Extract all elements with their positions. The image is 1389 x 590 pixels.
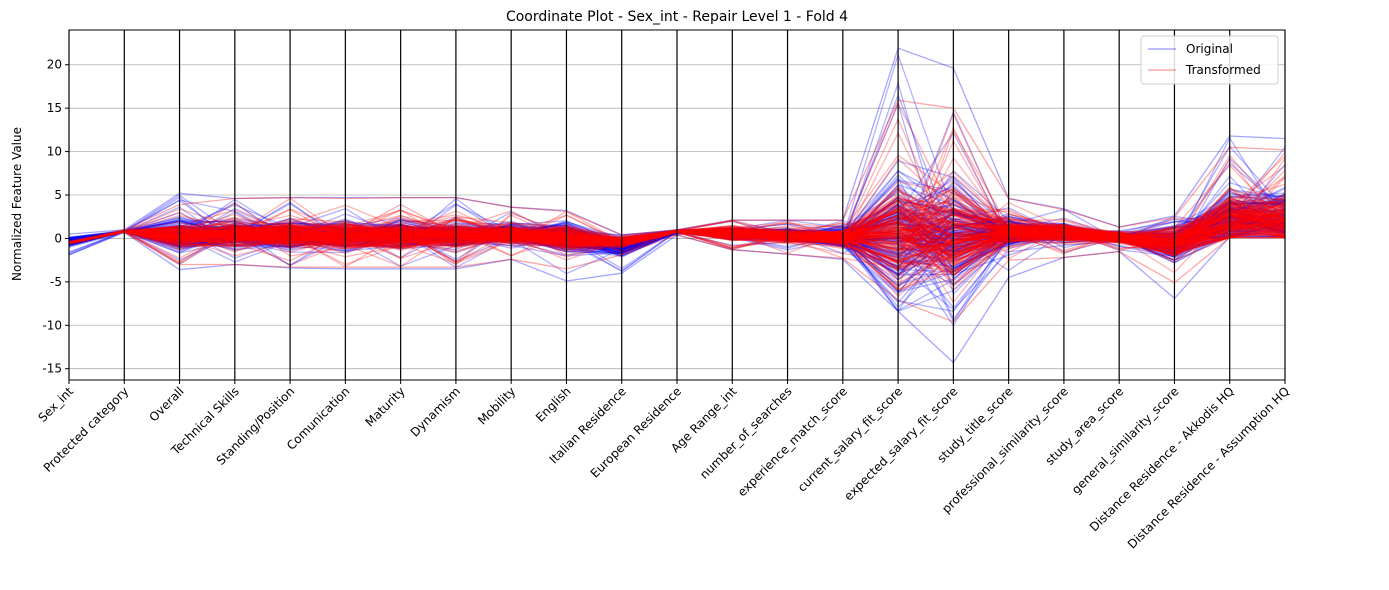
x-tick-label: Dynamism — [408, 384, 463, 439]
chart-title: Coordinate Plot - Sex_int - Repair Level… — [506, 9, 848, 25]
feature-axes — [68, 30, 1286, 380]
x-tick-label: European Residence — [588, 384, 684, 480]
y-tick-label: -10 — [42, 318, 62, 332]
x-tick-label: Mobility — [475, 384, 518, 427]
x-tick-label: current_salary_fit_score — [795, 384, 905, 494]
x-tick-label: general_similarity_score — [1069, 384, 1182, 497]
y-tick-label: -15 — [42, 362, 62, 376]
y-tick-label: 20 — [47, 58, 62, 72]
legend-box — [1140, 35, 1279, 85]
legend-label-transformed: Transformed — [1185, 63, 1261, 77]
x-tick-label: English — [533, 384, 574, 425]
x-tick-label: Overall — [146, 384, 186, 424]
y-tick-label: 0 — [54, 231, 62, 245]
y-tick-label: 15 — [47, 101, 62, 115]
legend: Original Transformed — [1140, 35, 1279, 85]
y-tick-label: -5 — [50, 275, 62, 289]
x-tick-label: number_of_searches — [697, 384, 795, 482]
x-tick-label: expected_salary_fit_score — [841, 384, 960, 503]
y-tick-label: 5 — [54, 188, 62, 202]
x-tick-label: experience_match_score — [735, 384, 850, 499]
y-tick-label: 10 — [47, 145, 62, 159]
y-axis-label: Normalized Feature Value — [10, 127, 24, 281]
legend-label-original: Original — [1186, 42, 1233, 56]
x-tick-label: Sex_int — [35, 384, 76, 425]
x-tick-label: Maturity — [362, 384, 407, 429]
y-ticks: -15 -10 -5 0 5 10 15 20 — [42, 58, 69, 376]
